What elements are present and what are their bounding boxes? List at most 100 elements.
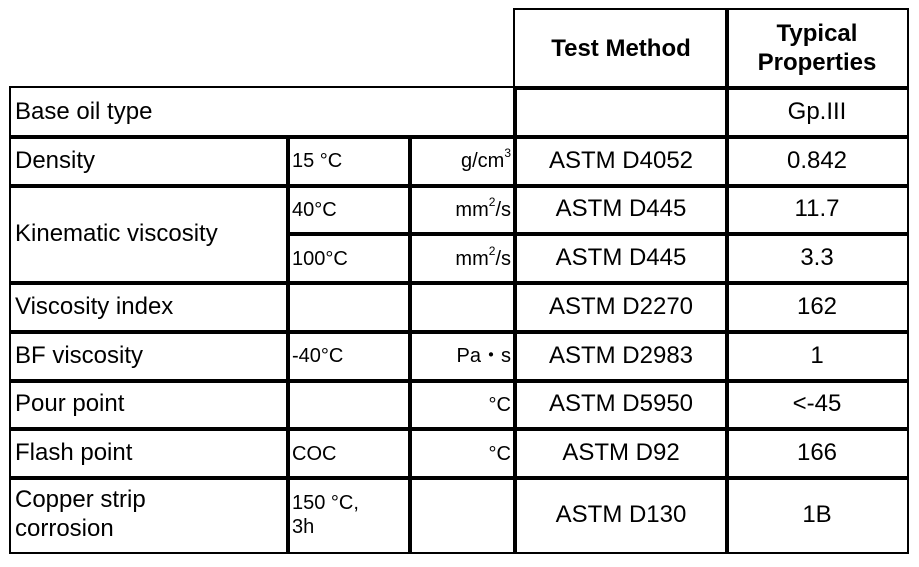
header-typical: Typical Properties: [725, 8, 909, 90]
text: ASTM D4052: [548, 146, 694, 174]
unit: Pa・s: [408, 329, 517, 383]
unit: [408, 281, 517, 334]
text: 0.842: [786, 146, 848, 174]
text: 166: [796, 439, 838, 467]
superscript: 2: [488, 194, 496, 209]
condition: [286, 281, 412, 334]
typical-value: Gp.III: [725, 86, 909, 139]
text: Viscosity index: [15, 292, 174, 320]
text: ASTM D2983: [548, 341, 694, 369]
text: 40°C: [292, 198, 337, 221]
text-block: Copper strip corrosion: [15, 486, 146, 544]
condition: 100°C: [286, 232, 412, 285]
unit: mm2/s: [408, 183, 517, 237]
unit-text: g/cm3: [460, 146, 511, 173]
row-label: Density: [9, 134, 290, 188]
text: ASTM D130: [555, 500, 687, 528]
condition: 150 °C, 3h: [286, 476, 412, 554]
text: BF viscosity: [15, 341, 144, 369]
text: mm: [455, 247, 489, 270]
typical-value: <-45: [725, 378, 909, 432]
text: 11.7: [794, 195, 840, 223]
text: Flash point: [15, 439, 133, 467]
text: mm: [455, 198, 489, 221]
text-block: Typical Properties: [758, 20, 877, 78]
condition: -40°C: [286, 329, 412, 383]
test-method: ASTM D4052: [513, 134, 729, 188]
text: 150 °C,: [292, 492, 359, 514]
text: °C: [488, 393, 511, 416]
row-label: Base oil type: [9, 86, 517, 139]
unit-text: Pa・s: [457, 344, 511, 368]
unit-text: °C: [489, 393, 511, 417]
text: /s: [495, 198, 511, 221]
typical-value: 11.7: [725, 183, 909, 237]
typical-value: 1B: [725, 476, 909, 554]
text: Properties: [757, 49, 877, 76]
typical-value: 162: [725, 281, 909, 334]
test-method: ASTM D92: [513, 427, 729, 480]
test-method: ASTM D5950: [513, 378, 729, 432]
text: Copper strip: [15, 486, 146, 514]
test-method: ASTM D445: [513, 183, 729, 237]
header-test-method: Test Method: [513, 8, 729, 90]
test-method: ASTM D130: [513, 476, 729, 554]
test-method: ASTM D2983: [513, 329, 729, 383]
condition: 40°C: [286, 183, 412, 237]
text: 100°C: [292, 247, 348, 270]
text: corrosion: [15, 515, 114, 542]
condition: COC: [286, 427, 412, 480]
text: Kinematic viscosity: [15, 219, 218, 247]
condition: 15 °C: [286, 134, 412, 188]
typical-value: 166: [725, 427, 909, 480]
test-method: ASTM D2270: [513, 281, 729, 334]
unit-text: °C: [489, 442, 511, 466]
text: Gp.III: [787, 97, 847, 125]
typical-value: 0.842: [725, 134, 909, 188]
text: g/cm: [460, 150, 505, 173]
unit: °C: [408, 378, 517, 432]
text: ASTM D5950: [548, 390, 694, 418]
text: <-45: [792, 390, 842, 418]
text: ASTM D2270: [548, 292, 694, 320]
text: ASTM D92: [562, 439, 680, 467]
superscript: 3: [504, 146, 511, 161]
text: Typical: [776, 20, 858, 48]
row-label: Copper strip corrosion: [9, 476, 290, 554]
text: °C: [488, 442, 511, 465]
text: 3h: [292, 516, 315, 538]
test-method: [513, 86, 729, 139]
unit: g/cm3: [408, 134, 517, 188]
row-label: Kinematic viscosity: [9, 183, 290, 285]
unit: °C: [408, 427, 517, 480]
text: Test Method: [551, 34, 691, 62]
superscript: 2: [488, 243, 496, 258]
row-label: Flash point: [9, 427, 290, 480]
condition: [286, 378, 412, 432]
text: /s: [495, 247, 511, 270]
text: ASTM D445: [555, 195, 687, 223]
row-label: Pour point: [9, 378, 290, 432]
typical-value: 3.3: [725, 232, 909, 285]
text: 3.3: [800, 244, 834, 272]
text: Base oil type: [15, 97, 153, 125]
text: Density: [15, 146, 96, 174]
text: 1: [810, 341, 824, 369]
test-method: ASTM D445: [513, 232, 729, 285]
unit-text: mm2/s: [455, 243, 511, 271]
unit: mm2/s: [408, 232, 517, 285]
text: Pa・s: [456, 345, 511, 368]
typical-value: 1: [725, 329, 909, 383]
text: ASTM D445: [555, 244, 687, 272]
text: 162: [796, 292, 838, 320]
text: -40°C: [292, 345, 344, 368]
unit-text: mm2/s: [455, 194, 511, 222]
text-block: 150 °C, 3h: [292, 491, 359, 539]
text: COC: [292, 442, 337, 465]
text: Pour point: [15, 390, 125, 418]
row-label: Viscosity index: [9, 281, 290, 334]
text: 1B: [802, 500, 832, 528]
text: 15 °C: [292, 150, 343, 173]
unit: [408, 476, 517, 554]
